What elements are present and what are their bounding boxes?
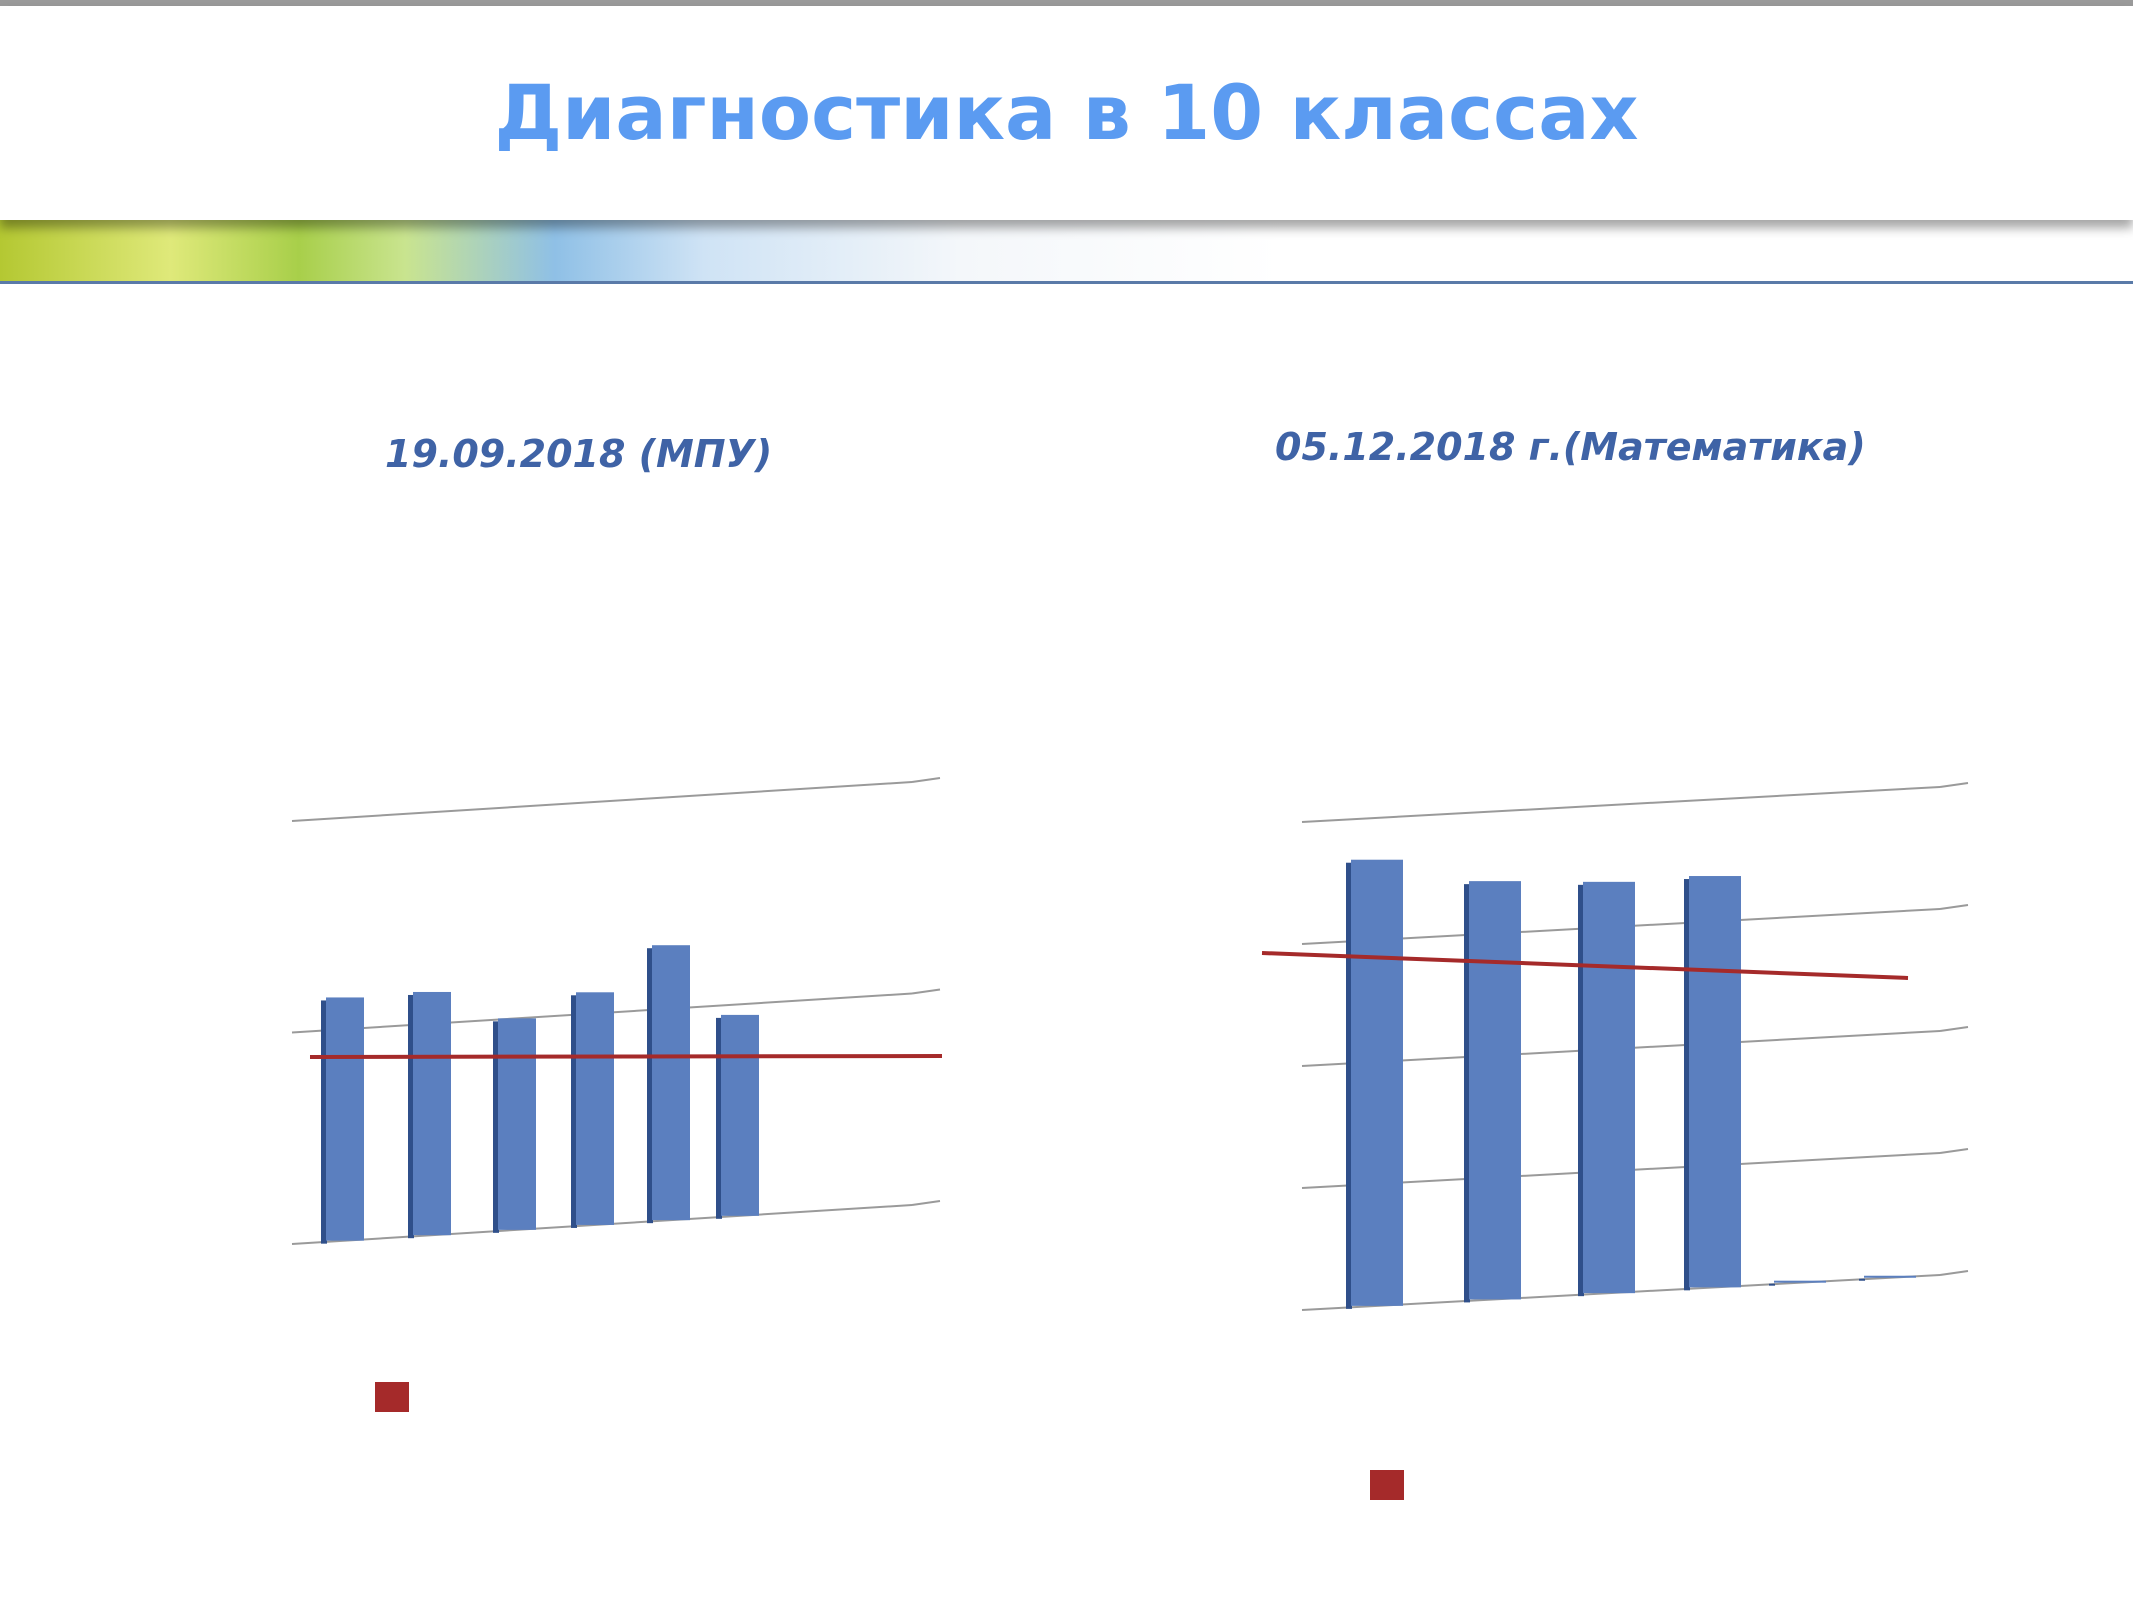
bar — [498, 1018, 536, 1230]
bar — [1774, 1280, 1826, 1283]
bar — [1351, 859, 1403, 1306]
legend-swatch — [1370, 1470, 1404, 1500]
bar — [652, 945, 690, 1221]
header-panel — [0, 6, 2133, 220]
reference-line — [1261, 951, 1909, 980]
bar-side — [716, 1017, 722, 1219]
gridline-cap — [1939, 904, 1969, 910]
bar — [413, 991, 451, 1236]
bar-side — [1684, 879, 1690, 1291]
bar-side — [321, 1000, 327, 1244]
bar — [1583, 881, 1635, 1294]
bar-side — [493, 1021, 499, 1233]
bar — [1864, 1275, 1916, 1278]
bar-side — [408, 994, 414, 1239]
bar-side — [1464, 884, 1470, 1303]
gridline-cap — [911, 777, 941, 783]
bar — [576, 992, 614, 1225]
chart1-subtitle: 19.09.2018 (МПУ) — [385, 432, 773, 476]
banner-divider — [0, 281, 2133, 284]
gridline — [291, 781, 913, 822]
gridline-cap — [1939, 1148, 1969, 1154]
bar — [1689, 876, 1741, 1288]
page-title: Диагностика в 10 классах — [494, 68, 1639, 157]
gridline-cap — [1939, 1270, 1969, 1276]
chart2-subtitle: 05.12.2018 г.(Математика) — [1275, 425, 1866, 469]
bar-side — [1859, 1278, 1865, 1281]
legend-swatch — [375, 1382, 409, 1412]
gridline — [1301, 786, 1941, 823]
bar-side — [1346, 862, 1352, 1309]
reference-line — [309, 1054, 943, 1059]
bar — [1469, 881, 1521, 1300]
chart-2 — [1261, 782, 1969, 1500]
header-banner — [0, 220, 2133, 282]
bar — [326, 997, 364, 1241]
bar-side — [1578, 884, 1584, 1297]
bar-side — [647, 948, 653, 1224]
top-border — [0, 0, 2133, 6]
chart-1 — [291, 777, 943, 1412]
gridline-cap — [1939, 1026, 1969, 1032]
bar-side — [1769, 1283, 1775, 1286]
bar-side — [571, 995, 577, 1228]
gridline-cap — [1939, 782, 1969, 788]
gridline-cap — [911, 988, 941, 995]
bar — [721, 1014, 759, 1216]
gridline-cap — [911, 1200, 941, 1206]
